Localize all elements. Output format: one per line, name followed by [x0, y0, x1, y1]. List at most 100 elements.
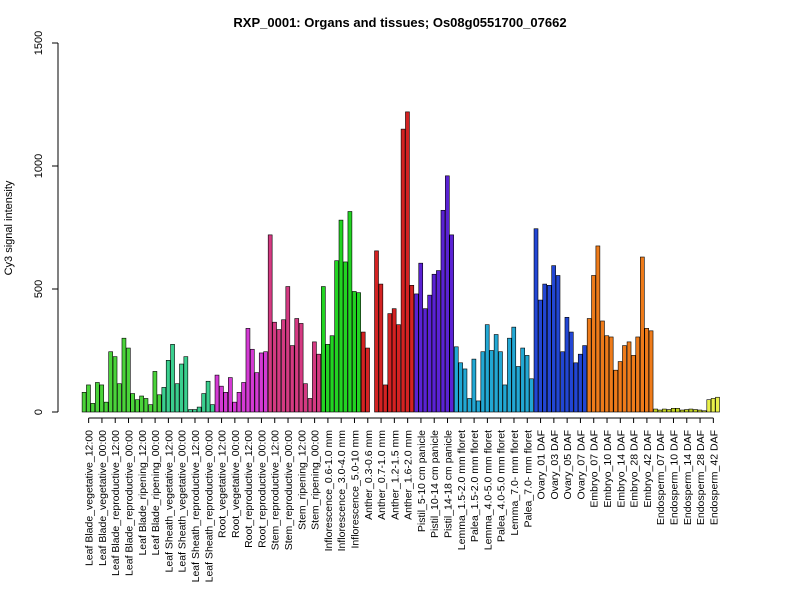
bar — [666, 409, 672, 413]
bar — [538, 299, 543, 413]
bar — [174, 383, 180, 413]
x-tick-label: Palea_7.0- mm floret — [522, 430, 534, 528]
bar — [648, 330, 654, 413]
bar — [613, 369, 619, 413]
y-tick-label: 500 — [33, 280, 45, 298]
bar — [684, 409, 689, 413]
x-tick-label: Root_reproductive_00:00 — [256, 430, 268, 548]
y-tick-label: 1500 — [33, 31, 45, 55]
x-tick-label: Anther_1.2-1.5 mm — [389, 430, 401, 520]
bar — [267, 234, 273, 413]
x-tick-label: Endosperm_07 DAF — [655, 430, 667, 525]
bar — [524, 355, 530, 413]
bar — [498, 351, 503, 413]
bar — [219, 385, 224, 413]
bar — [325, 344, 330, 413]
bar — [347, 211, 353, 413]
bar — [263, 351, 268, 413]
bar — [391, 308, 397, 413]
x-tick-label: Inflorescence_3.0-4.0 mm — [336, 430, 348, 552]
bar — [130, 393, 135, 413]
x-tick-label: Endosperm_10 DAF — [668, 430, 680, 525]
bar — [351, 291, 357, 413]
bar — [560, 351, 565, 413]
x-tick-label: Leaf Sheath_vegetative_00:00 — [177, 430, 189, 573]
bar — [285, 286, 291, 413]
x-tick-label: Endosperm_28 DAF — [695, 430, 707, 525]
x-tick-label: Anther_0.7-1.0 mm — [376, 430, 388, 520]
bar — [205, 380, 211, 413]
bar — [693, 409, 698, 413]
x-tick-label: Root_vegetative_00:00 — [230, 430, 242, 538]
x-tick-label: Endosperm_42 DAF — [708, 430, 720, 525]
bar — [294, 318, 300, 413]
bar — [117, 383, 122, 413]
bar — [90, 403, 96, 413]
bar — [321, 286, 326, 413]
bar — [564, 316, 570, 413]
bar — [493, 334, 499, 413]
x-tick-label: Leaf Sheath_vegetative_12:00 — [163, 430, 175, 573]
bar — [258, 352, 264, 413]
bar — [458, 362, 463, 413]
bar — [507, 337, 512, 413]
x-tick-label: Endosperm_14 DAF — [682, 430, 694, 525]
bar — [272, 321, 277, 413]
x-tick-label: Embryo_07 DAF — [589, 430, 601, 508]
bar — [343, 261, 348, 413]
bar — [715, 396, 720, 413]
bar — [631, 355, 636, 413]
bar — [374, 250, 379, 413]
bar — [139, 395, 144, 413]
bar — [573, 362, 579, 413]
x-tick-label: Embryo_42 DAF — [642, 430, 654, 508]
x-tick-label: Palea_1.5-2.0 mm floret — [469, 430, 481, 542]
bar — [555, 275, 561, 413]
bar — [600, 320, 605, 413]
bar — [657, 409, 663, 413]
y-axis-label: Cy3 signal intensity — [3, 180, 15, 275]
x-tick-label: Stem_reproductive_00:00 — [283, 430, 295, 550]
x-tick-label: Leaf Blade_vegetative_00:00 — [97, 430, 109, 566]
bar — [148, 404, 153, 413]
bar — [414, 293, 419, 413]
bar — [183, 356, 189, 413]
bar — [298, 323, 304, 413]
bar — [644, 328, 649, 413]
bar — [409, 285, 415, 413]
bar — [161, 387, 167, 413]
bar — [591, 275, 596, 413]
bar — [382, 384, 388, 413]
bar — [502, 384, 508, 413]
bar — [228, 377, 233, 413]
bar — [192, 409, 198, 413]
bar — [489, 350, 494, 413]
x-tick-label: Ovary_07 DAF — [575, 430, 587, 499]
bar — [608, 336, 614, 413]
bar — [670, 408, 676, 413]
x-tick-label: Pistil_5-10 cm panicle — [416, 430, 428, 532]
bar — [547, 285, 552, 413]
x-tick-label: Leaf Blade_ripening_00:00 — [150, 430, 162, 556]
x-tick-label: Pistil_14-18 cm panicle — [443, 430, 455, 538]
bar — [511, 326, 517, 413]
x-tick-label: Leaf Blade_vegetative_12:00 — [84, 430, 96, 566]
bar — [81, 392, 87, 413]
bar — [276, 329, 282, 413]
bar — [569, 331, 574, 413]
bar — [165, 360, 171, 413]
bar — [617, 361, 623, 413]
bar — [662, 408, 667, 413]
bar — [312, 341, 317, 413]
bar — [445, 175, 450, 413]
bar — [387, 313, 393, 413]
bar — [688, 408, 694, 413]
bar — [356, 292, 361, 413]
x-tick-label: Embryo_14 DAF — [615, 430, 627, 508]
bar — [121, 337, 127, 413]
bar — [595, 245, 601, 413]
bar — [99, 384, 105, 413]
bar — [701, 410, 707, 413]
bar — [520, 347, 525, 413]
bar — [179, 363, 184, 413]
